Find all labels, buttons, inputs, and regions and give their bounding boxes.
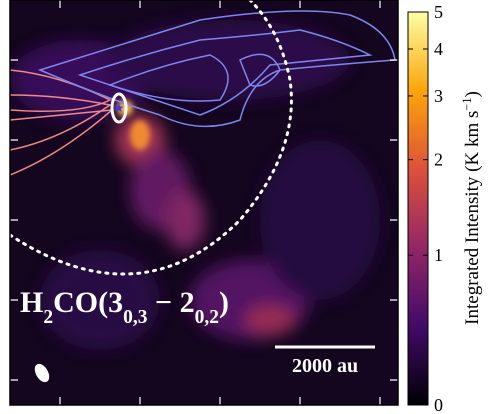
colorbar-tick-label: 5	[434, 2, 443, 22]
subscript: 2	[43, 307, 53, 328]
text-part: − 2	[147, 286, 194, 319]
colorbar-tick-label: 4	[434, 39, 443, 59]
text-part: Integrated Intensity (K km s	[462, 111, 483, 325]
intensity-map: ★ 2000 au H2CO(30,3 − 20,2)	[10, 0, 398, 405]
colorbar-label: Integrated Intensity (K km s−1)	[460, 91, 483, 325]
text-part: H	[20, 286, 43, 319]
text-part: )	[462, 91, 483, 97]
superscript: −1	[460, 97, 474, 110]
colorbar-tick-label: 0	[434, 395, 443, 414]
text-part: CO(3	[53, 286, 123, 319]
figure: ★ 2000 au H2CO(30,3 − 20,2) Integrated I…	[0, 0, 493, 414]
subscript: 0,2	[195, 307, 219, 328]
subscript: 0,3	[123, 307, 148, 328]
colorbar-tick-label: 3	[434, 86, 443, 106]
star-marker: ★	[114, 101, 125, 115]
colorbar-tick-label: 1	[434, 245, 443, 265]
colorbar-tick-label: 2	[434, 150, 443, 170]
colorbar	[408, 12, 428, 405]
scale-bar-label: 2000 au	[292, 355, 358, 377]
text-part: )	[219, 286, 229, 319]
